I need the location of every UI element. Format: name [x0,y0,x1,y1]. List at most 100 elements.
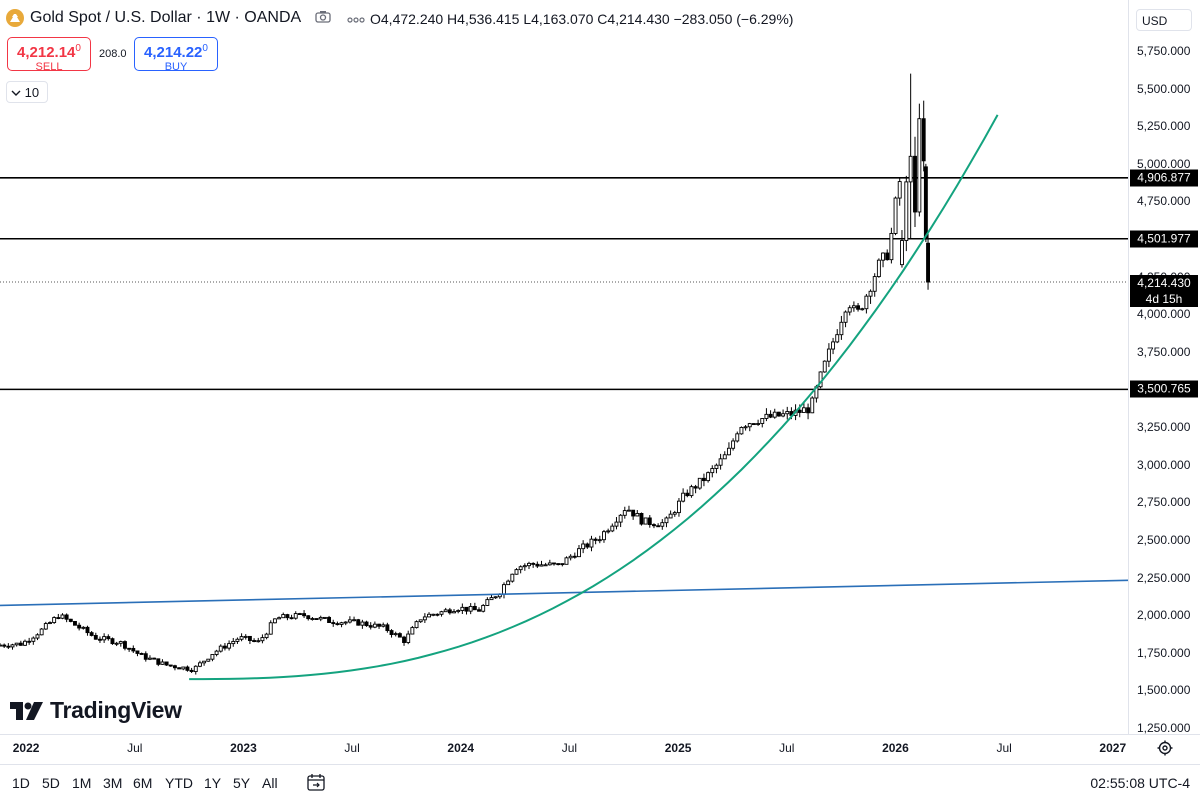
candle [335,621,340,626]
candle [913,136,917,228]
candle [585,542,590,549]
candle-body [839,321,844,336]
candle [822,360,827,373]
indicators-toggle[interactable]: 10 [6,81,48,103]
candle-body [310,618,315,621]
candle-body [881,252,886,261]
candle [502,582,506,599]
candle-body [114,642,119,645]
candle [864,293,869,314]
candle-body [68,618,73,622]
candle-body [908,155,913,183]
candle [272,618,277,624]
candle-body [652,524,656,527]
price-axis[interactable]: USD 1,250.000 1,500.000 1,750.000 2,000.000… [1128,0,1200,735]
candle [843,310,848,328]
candle-body [443,609,448,613]
range-button-3m[interactable]: 3M [103,775,123,791]
range-button-1d[interactable]: 1D [12,775,30,791]
range-button-6m[interactable]: 6M [133,775,153,791]
range-button-5y[interactable]: 5Y [233,775,251,791]
candle-body [93,635,98,640]
range-button-ytd[interactable]: YTD [165,775,193,791]
candle-body [531,562,536,565]
clock[interactable]: 02:55:08 UTC-4 [1090,775,1190,791]
range-button-all[interactable]: All [262,775,278,791]
time-axis[interactable]: 2022 Jul 2023 Jul 2024 Jul 2025 Jul 2026 Jul 2027 [0,734,1200,764]
candle-body [410,627,415,635]
symbol-title[interactable]: Gold Spot / U.S. Dollar · 1W · OANDA [30,9,302,26]
candle-body [622,510,627,516]
price-tick-label: 2,500.000 [1137,532,1191,547]
camera-icon[interactable] [315,10,331,26]
candle-body [781,413,786,417]
candle [331,619,336,627]
candle [489,594,494,601]
buy-button[interactable]: 4,214.220 BUY [134,37,218,73]
candle-body [222,645,227,649]
candle [39,627,44,636]
candle [631,509,636,520]
candle [81,626,86,630]
candle-body [689,486,694,497]
buy-price: 4,214.22 [144,44,203,61]
candle-body [235,638,240,642]
calendar-range-icon[interactable] [306,772,326,797]
horizontal-line-label: 4,501.977 [1130,230,1198,248]
candle [48,621,52,625]
candle [527,561,531,570]
candle [872,273,877,297]
gear-icon[interactable] [1157,740,1173,761]
candle-body [681,492,686,502]
symbol-title-row[interactable]: Gold Spot / U.S. Dollar · 1W · OANDA [6,9,365,27]
candle [243,634,248,640]
candle [189,667,194,673]
range-button-1y[interactable]: 1Y [204,775,222,791]
candle [93,632,98,640]
range-button-5d[interactable]: 5D [42,775,60,791]
more-icon[interactable] [347,10,365,26]
chart-plot-area[interactable] [0,0,1129,734]
candle [402,635,406,646]
candle-body [597,539,602,542]
candle-body [776,411,781,417]
candle-body [168,664,173,667]
candle [352,616,357,622]
candle-body [435,613,440,616]
candle-body [485,599,490,606]
candle [293,611,298,620]
candle-body [851,305,856,309]
candle-body [43,623,48,630]
candle [904,175,909,252]
candle-body [913,155,917,213]
candle [372,621,377,629]
candle [897,177,902,206]
candle [152,657,157,660]
candle [139,652,144,655]
price-chart[interactable] [0,0,1129,734]
last-price-value: 4,214.430 [1137,276,1191,290]
sell-button[interactable]: 4,212.140 SELL [7,37,91,73]
candle [177,667,182,670]
candle [889,227,894,264]
candle [443,607,448,613]
candle-body [139,653,144,655]
time-tick-label: Jul [344,741,360,755]
candle [472,602,477,611]
candle [431,613,436,617]
time-tick-label: Jul [779,741,795,755]
candle-body [831,341,836,350]
price-tick-label: 5,000.000 [1137,156,1191,171]
candle-body [360,621,365,626]
range-button-1m[interactable]: 1M [72,775,92,791]
trend-line [0,579,1129,607]
candle-body [543,564,548,567]
time-tick-label: 2027 [1099,741,1127,755]
candle-body [801,407,806,413]
candle-body [372,623,377,628]
candle-body [693,486,698,489]
candle-body [464,606,469,612]
currency-selector[interactable]: USD [1136,9,1192,31]
tradingview-watermark: TradingView [10,697,182,724]
candle-body [606,530,611,533]
